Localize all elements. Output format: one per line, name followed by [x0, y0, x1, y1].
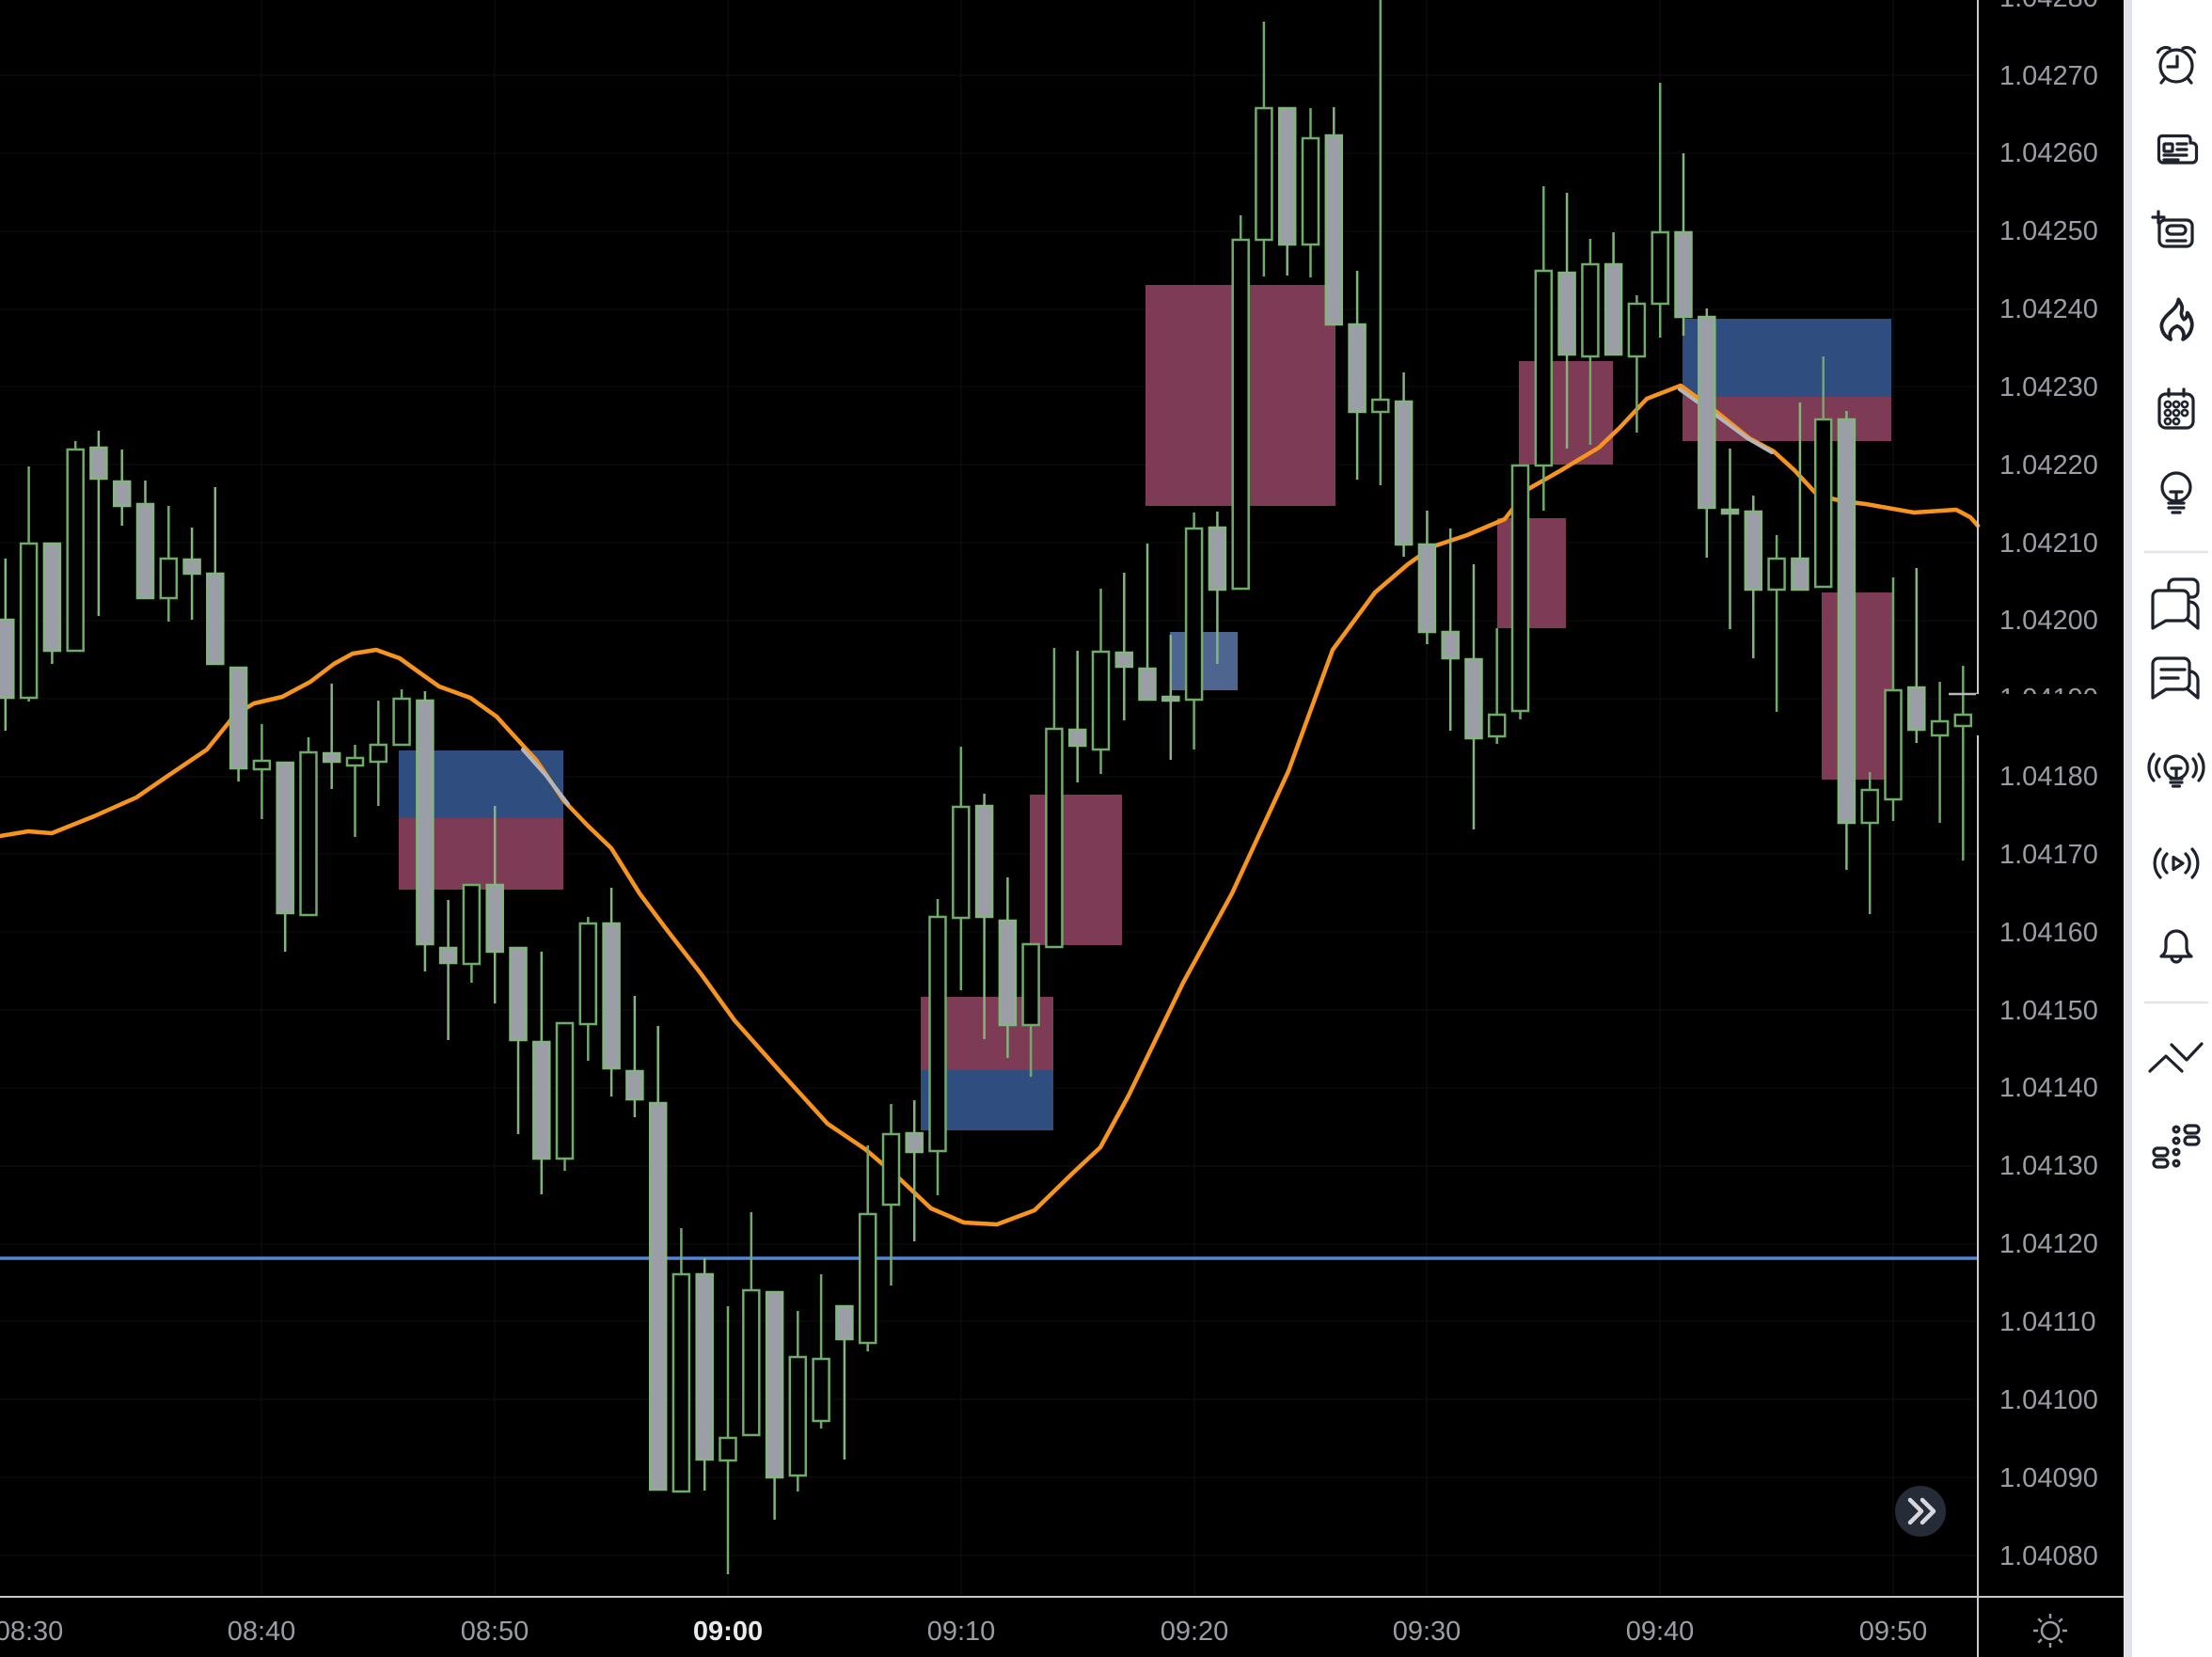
svg-text:1.04240: 1.04240 — [1999, 294, 2098, 324]
svg-text:09:40: 09:40 — [1626, 1617, 1695, 1647]
svg-text:1.04160: 1.04160 — [1999, 918, 2098, 948]
svg-text:08:30: 08:30 — [0, 1617, 63, 1647]
svg-text:08:40: 08:40 — [228, 1617, 296, 1647]
svg-text:1.04120: 1.04120 — [1999, 1229, 2098, 1259]
svg-text:1.04080: 1.04080 — [1999, 1541, 2098, 1571]
svg-text:09:30: 09:30 — [1393, 1617, 1462, 1647]
svg-text:1.04260: 1.04260 — [1999, 138, 2098, 168]
svg-text:1.04220: 1.04220 — [1999, 450, 2098, 481]
svg-text:1.04100: 1.04100 — [1999, 1385, 2098, 1415]
svg-text:1.04280: 1.04280 — [1999, 0, 2098, 13]
svg-text:08:50: 08:50 — [461, 1617, 529, 1647]
svg-text:1.04210: 1.04210 — [1999, 529, 2098, 559]
svg-text:09:20: 09:20 — [1161, 1617, 1229, 1647]
svg-text:1.04230: 1.04230 — [1999, 372, 2098, 402]
svg-text:1.04200: 1.04200 — [1999, 606, 2098, 636]
svg-text:09:10: 09:10 — [927, 1617, 996, 1647]
svg-text:09:00: 09:00 — [693, 1617, 763, 1647]
svg-text:1.04150: 1.04150 — [1999, 996, 2098, 1026]
svg-text:1.04110: 1.04110 — [1999, 1307, 2096, 1337]
svg-text:1.04130: 1.04130 — [1999, 1151, 2098, 1181]
svg-text:1.04180: 1.04180 — [1999, 762, 2098, 792]
svg-text:1.04270: 1.04270 — [1999, 61, 2098, 91]
svg-text:1.04250: 1.04250 — [1999, 216, 2098, 246]
svg-text:09:50: 09:50 — [1859, 1617, 1928, 1647]
svg-text:1.04140: 1.04140 — [1999, 1073, 2098, 1103]
svg-text:1.04090: 1.04090 — [1999, 1463, 2098, 1493]
svg-text:1.04170: 1.04170 — [1999, 840, 2098, 870]
